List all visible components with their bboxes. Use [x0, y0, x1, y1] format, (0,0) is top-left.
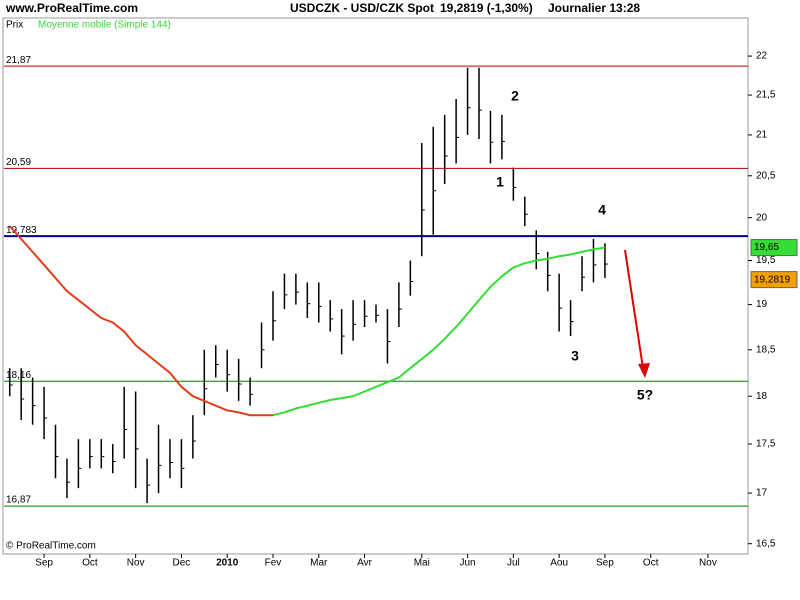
x-tick-label: Sep — [596, 558, 614, 569]
wave-label: 2 — [511, 88, 519, 104]
moving-average — [8, 225, 273, 417]
y-tick-label: 19,5 — [756, 255, 776, 266]
site: www.ProRealTime.com — [5, 1, 138, 15]
wave-label: 5? — [637, 387, 653, 403]
level-label: 19,783 — [6, 225, 37, 236]
y-tick-label: 19 — [756, 299, 768, 310]
x-tick-label: Oct — [643, 558, 659, 569]
y-tick-label: 16,5 — [756, 538, 776, 549]
x-tick-label: Sep — [35, 558, 53, 569]
last-value-box — [750, 271, 798, 289]
last-value-label: 19,2819 — [754, 274, 791, 285]
x-tick-label: Fev — [265, 558, 282, 569]
y-tick-label: 21,5 — [756, 90, 776, 101]
wave-label: 4 — [598, 202, 606, 218]
x-tick-label: Nov — [127, 558, 145, 569]
y-label: Prix — [6, 20, 23, 31]
y-tick-label: 22 — [756, 51, 768, 62]
x-tick-label: Avr — [357, 558, 372, 569]
x-tick-label: Oct — [82, 558, 98, 569]
x-tick-label: Nov — [699, 558, 717, 569]
legend-entry: Moyenne mobile (Simple 144) — [38, 20, 171, 31]
y-tick-label: 20 — [756, 212, 768, 223]
x-tick-label: 2010 — [216, 558, 239, 569]
last-value-box — [750, 239, 798, 257]
y-tick-label: 18 — [756, 391, 768, 402]
y-tick-label: 17 — [756, 488, 768, 499]
y-tick-label: 21 — [756, 130, 768, 141]
wave-label: 1 — [496, 174, 504, 190]
x-tick-label: Jul — [507, 558, 520, 569]
period: Journalier 13:28 — [548, 1, 640, 15]
quote: 19,2819 (-1,30%) — [440, 1, 533, 15]
x-tick-label: Mar — [310, 558, 328, 569]
forecast-arrow — [624, 249, 650, 378]
y-tick-label: 18,5 — [756, 344, 776, 355]
level-label: 16,87 — [6, 495, 31, 506]
last-value-label: 19,65 — [754, 242, 779, 253]
wave-label: 3 — [571, 348, 579, 364]
x-tick-label: Aou — [550, 558, 568, 569]
x-tick-label: Dec — [173, 558, 191, 569]
plot-frame — [2, 17, 749, 555]
y-tick-label: 17,5 — [756, 439, 776, 450]
level-label: 20,59 — [6, 157, 31, 168]
x-tick-label: Jun — [460, 558, 476, 569]
instrument: USDCZK - USD/CZK Spot — [290, 1, 434, 15]
level-label: 21,87 — [6, 55, 31, 66]
x-tick-label: Mai — [414, 558, 430, 569]
footer: © ProRealTime.com — [6, 541, 96, 552]
y-tick-label: 20,5 — [756, 170, 776, 181]
level-label: 18,16 — [6, 370, 31, 381]
moving-average — [272, 246, 606, 417]
